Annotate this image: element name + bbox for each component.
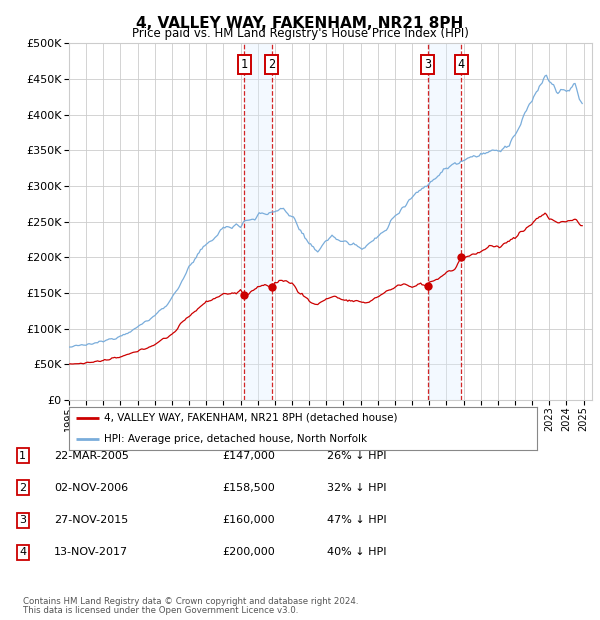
Text: Contains HM Land Registry data © Crown copyright and database right 2024.: Contains HM Land Registry data © Crown c… xyxy=(23,597,358,606)
Text: 4: 4 xyxy=(458,58,465,71)
Text: 2: 2 xyxy=(268,58,275,71)
Text: HPI: Average price, detached house, North Norfolk: HPI: Average price, detached house, Nort… xyxy=(104,434,367,444)
Text: 13-NOV-2017: 13-NOV-2017 xyxy=(54,547,128,557)
Text: 22-MAR-2005: 22-MAR-2005 xyxy=(54,451,129,461)
Text: 4: 4 xyxy=(19,547,26,557)
Text: This data is licensed under the Open Government Licence v3.0.: This data is licensed under the Open Gov… xyxy=(23,606,298,615)
Text: 40% ↓ HPI: 40% ↓ HPI xyxy=(327,547,386,557)
Text: 32% ↓ HPI: 32% ↓ HPI xyxy=(327,483,386,493)
Text: £160,000: £160,000 xyxy=(222,515,275,525)
Text: 26% ↓ HPI: 26% ↓ HPI xyxy=(327,451,386,461)
Text: £200,000: £200,000 xyxy=(222,547,275,557)
Text: 47% ↓ HPI: 47% ↓ HPI xyxy=(327,515,386,525)
Text: 1: 1 xyxy=(19,451,26,461)
Text: 27-NOV-2015: 27-NOV-2015 xyxy=(54,515,128,525)
Text: 3: 3 xyxy=(19,515,26,525)
Bar xyxy=(428,43,461,400)
Text: 3: 3 xyxy=(424,58,431,71)
Bar xyxy=(244,43,272,400)
Text: Price paid vs. HM Land Registry's House Price Index (HPI): Price paid vs. HM Land Registry's House … xyxy=(131,27,469,40)
Text: £147,000: £147,000 xyxy=(222,451,275,461)
Text: 4, VALLEY WAY, FAKENHAM, NR21 8PH: 4, VALLEY WAY, FAKENHAM, NR21 8PH xyxy=(136,16,464,30)
Text: 02-NOV-2006: 02-NOV-2006 xyxy=(54,483,128,493)
Text: 4, VALLEY WAY, FAKENHAM, NR21 8PH (detached house): 4, VALLEY WAY, FAKENHAM, NR21 8PH (detac… xyxy=(104,413,398,423)
Text: 1: 1 xyxy=(241,58,248,71)
Text: £158,500: £158,500 xyxy=(222,483,275,493)
Text: 2: 2 xyxy=(19,483,26,493)
